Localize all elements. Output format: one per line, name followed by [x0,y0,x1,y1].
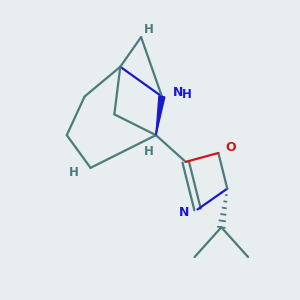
Polygon shape [156,96,165,135]
Text: H: H [182,88,192,100]
Text: H: H [144,145,154,158]
Text: N: N [173,85,183,98]
Text: H: H [144,23,154,36]
Text: H: H [69,166,79,179]
Text: N: N [179,206,189,219]
Text: O: O [226,140,236,154]
